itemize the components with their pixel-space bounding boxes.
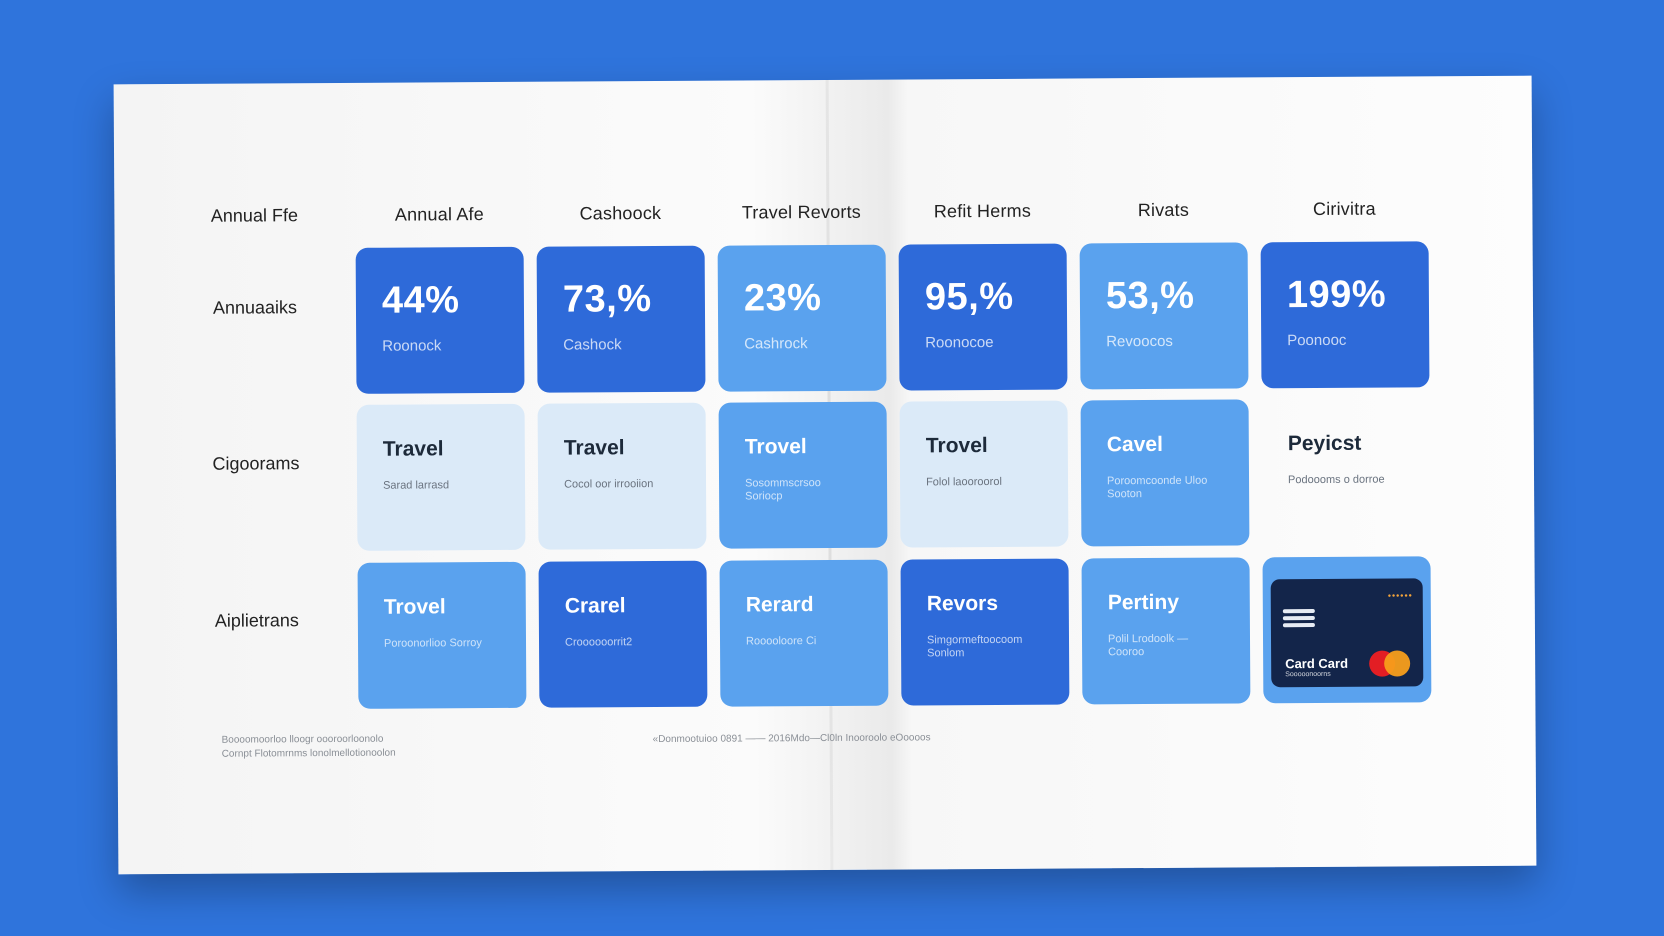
row-label: Aiplietrans — [214, 610, 299, 631]
rate-tile[interactable]: 73,% Cashock — [536, 245, 706, 393]
category-tile[interactable]: Travel Cocol oor irrooiion — [537, 402, 707, 550]
rate-label: Revoocos — [1106, 332, 1173, 351]
footnote-left: Boooomoorloo lloogr oooroorloonolo Cornp… — [222, 733, 396, 762]
column-header: Annual Afe — [394, 204, 484, 225]
application-title: Pertiny — [1107, 590, 1180, 615]
application-title: Trovel — [383, 595, 446, 619]
card-dots: •••••• — [1387, 590, 1413, 601]
comparison-sheet: Annual Ffe Annual Afe Cashoock Travel Re… — [113, 75, 1537, 875]
category-title: Cavel — [1106, 432, 1163, 457]
category-desc: Sarad larrasd — [383, 479, 450, 492]
rate-value: 23% — [743, 277, 822, 320]
application-desc: Polil Lrodoolk — Cooroo — [1107, 632, 1189, 659]
card-chip-icon — [1282, 609, 1315, 628]
column-header: Rivats — [1137, 199, 1190, 221]
category-tile[interactable]: Travel Sarad larrasd — [356, 403, 526, 551]
category-title: Peyicst — [1287, 431, 1362, 456]
column-header: Travel Revorts — [741, 201, 862, 223]
row-label: Annuaaiks — [212, 297, 298, 318]
application-desc: Simgormeftoocoom Sonlom — [926, 633, 1023, 660]
rate-tile[interactable]: 23% Cashrock — [717, 244, 887, 392]
column-header: Cashoock — [579, 202, 662, 224]
rate-tile[interactable]: 44% Roonock — [355, 246, 525, 394]
application-desc: Poroonorlioo Sorroy — [383, 637, 482, 650]
category-title: Trovel — [925, 434, 988, 458]
footnote-line: Cornpt Flotomrnms lonolmellotionoolon — [221, 747, 396, 760]
category-desc: Cocol oor irrooiion — [564, 478, 654, 491]
application-tile[interactable]: Trovel Poroonorlioo Sorroy — [357, 561, 527, 709]
application-title: Revors — [926, 591, 999, 616]
category-desc: Poroomcoonde Uloo Sooton — [1107, 474, 1208, 501]
category-title: Travel — [382, 437, 444, 461]
category-desc: Sosommscrsoo Soriocp — [745, 477, 821, 503]
rate-label: Cashrock — [744, 335, 808, 353]
category-desc: Podoooms o dorroe — [1288, 473, 1385, 487]
footnote-center: «Donmootuioo 0891 —— 2016Mdo—Cl0ln Inoor… — [652, 732, 931, 746]
row-label: Cigoorams — [212, 453, 300, 474]
rate-label: Roonock — [382, 337, 442, 355]
category-tile[interactable]: Trovel Sosommscrsoo Soriocp — [718, 401, 888, 549]
application-tile[interactable]: Rerard Rooooloore Ci — [719, 559, 889, 707]
application-tile[interactable]: Crarel Croooooorrit2 — [538, 560, 708, 708]
card-name: Card Card — [1285, 655, 1349, 672]
application-title: Rerard — [745, 593, 814, 617]
column-header: Cirivitra — [1312, 198, 1376, 220]
rate-value: 73,% — [562, 278, 652, 321]
rate-tile[interactable]: 199% Poonooc — [1260, 241, 1430, 389]
mastercard-logo-icon — [1384, 650, 1411, 677]
credit-card-tile[interactable]: •••••• Card Card Sooooonoorns — [1262, 556, 1432, 704]
application-desc: Croooooorrit2 — [564, 636, 633, 649]
category-tile[interactable]: Trovel Folol laooroorol — [899, 400, 1069, 548]
rate-label: Cashock — [563, 336, 622, 354]
corner-header: Annual Ffe — [210, 205, 298, 226]
application-title: Crarel — [564, 594, 626, 618]
category-tile[interactable]: Cavel Poroomcoonde Uloo Sooton — [1080, 399, 1250, 547]
rate-tile[interactable]: 53,% Revoocos — [1079, 242, 1249, 390]
rate-value: 44% — [381, 279, 460, 322]
rate-label: Roonocoe — [925, 333, 994, 352]
card-subtext: Sooooonoorns — [1285, 670, 1331, 679]
category-title: Travel — [563, 436, 625, 460]
rate-tile[interactable]: 95,% Roonocoe — [898, 243, 1068, 391]
application-desc: Rooooloore Ci — [745, 635, 817, 648]
column-header: Refit Herms — [933, 200, 1032, 222]
rate-value: 53,% — [1105, 274, 1195, 318]
category-title: Trovel — [744, 435, 807, 459]
rate-value: 95,% — [924, 275, 1014, 319]
category-desc: Folol laooroorol — [926, 475, 1002, 489]
rate-value: 199% — [1286, 273, 1387, 317]
application-tile[interactable]: Revors Simgormeftoocoom Sonlom — [900, 558, 1070, 706]
category-tile[interactable]: Peyicst Podoooms o dorroe — [1262, 398, 1431, 545]
credit-card-image: •••••• Card Card Sooooonoorns — [1270, 578, 1424, 688]
rate-label: Poonooc — [1287, 331, 1347, 350]
application-tile[interactable]: Pertiny Polil Lrodoolk — Cooroo — [1081, 557, 1251, 705]
footnote-line: Boooomoorloo lloogr oooroorloonolo — [221, 733, 384, 746]
